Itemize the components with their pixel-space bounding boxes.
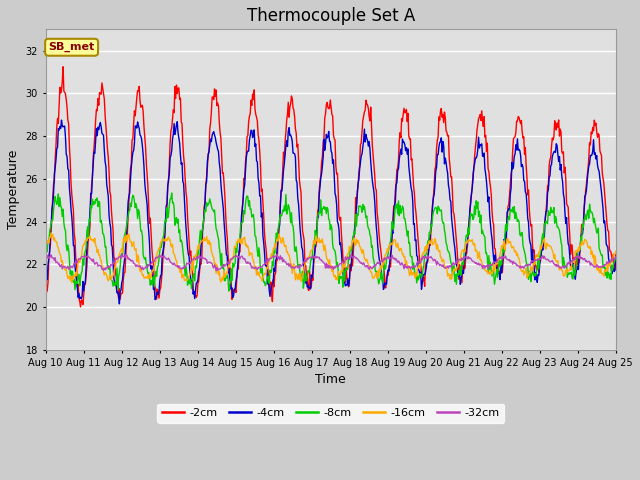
-16cm bbox=[200, 235, 208, 240]
X-axis label: Time: Time bbox=[316, 373, 346, 386]
-8cm bbox=[111, 282, 118, 288]
-32cm bbox=[419, 257, 426, 263]
-2cm bbox=[113, 274, 120, 279]
-4cm bbox=[111, 279, 119, 285]
Line: -2cm: -2cm bbox=[45, 67, 616, 307]
-16cm bbox=[402, 263, 410, 268]
-4cm bbox=[170, 120, 178, 126]
-2cm bbox=[200, 204, 208, 209]
-2cm bbox=[612, 252, 620, 257]
-32cm bbox=[42, 255, 49, 261]
-32cm bbox=[170, 262, 177, 267]
-16cm bbox=[42, 244, 49, 250]
-32cm bbox=[612, 254, 620, 260]
-2cm bbox=[170, 110, 178, 116]
-32cm bbox=[118, 251, 125, 257]
-16cm bbox=[419, 252, 426, 257]
-16cm bbox=[47, 230, 55, 236]
Line: -4cm: -4cm bbox=[45, 120, 616, 304]
Legend: -2cm, -4cm, -8cm, -16cm, -32cm: -2cm, -4cm, -8cm, -16cm, -32cm bbox=[157, 404, 504, 422]
-4cm bbox=[52, 157, 60, 163]
-4cm bbox=[200, 210, 208, 216]
-4cm bbox=[419, 280, 426, 286]
-4cm bbox=[612, 255, 620, 261]
Line: -16cm: -16cm bbox=[45, 233, 616, 283]
Line: -32cm: -32cm bbox=[45, 254, 616, 271]
-2cm bbox=[60, 64, 67, 70]
-8cm bbox=[200, 219, 207, 225]
-8cm bbox=[52, 198, 60, 204]
-32cm bbox=[212, 268, 220, 274]
-8cm bbox=[168, 190, 175, 196]
-2cm bbox=[402, 109, 410, 115]
-16cm bbox=[170, 251, 178, 257]
-16cm bbox=[68, 280, 76, 286]
-2cm bbox=[419, 269, 426, 275]
-32cm bbox=[111, 259, 118, 265]
Title: Thermocouple Set A: Thermocouple Set A bbox=[246, 7, 415, 25]
Line: -8cm: -8cm bbox=[45, 193, 616, 291]
-32cm bbox=[402, 264, 410, 270]
-4cm bbox=[402, 148, 410, 154]
-16cm bbox=[113, 260, 120, 266]
-32cm bbox=[52, 260, 60, 265]
-4cm bbox=[42, 290, 49, 296]
Text: SB_met: SB_met bbox=[49, 42, 95, 52]
-16cm bbox=[53, 239, 61, 245]
-16cm bbox=[612, 249, 620, 254]
-2cm bbox=[42, 299, 49, 304]
-8cm bbox=[42, 255, 49, 261]
-4cm bbox=[58, 117, 65, 123]
-2cm bbox=[77, 304, 84, 310]
-2cm bbox=[52, 144, 60, 149]
-8cm bbox=[225, 288, 233, 294]
-8cm bbox=[612, 254, 620, 260]
-32cm bbox=[200, 255, 207, 261]
-4cm bbox=[116, 301, 124, 307]
-8cm bbox=[402, 220, 410, 226]
-8cm bbox=[419, 272, 426, 278]
Y-axis label: Temperature: Temperature bbox=[7, 150, 20, 229]
-8cm bbox=[170, 200, 177, 205]
